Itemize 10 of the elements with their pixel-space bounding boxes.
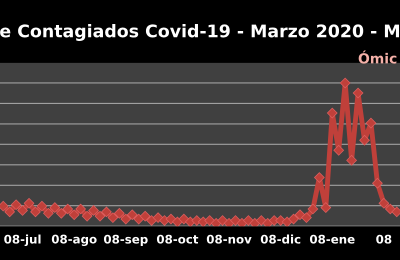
x-tick-label: 08-ene <box>310 234 355 244</box>
chart-title: e Contagiados Covid-19 - Marzo 2020 - M <box>0 24 400 41</box>
x-tick-label: 08-jul <box>4 234 40 246</box>
text: Ómic <box>358 50 396 64</box>
x-tick-label: 08-oct <box>156 234 198 244</box>
x-tick-label: 08-ago <box>52 234 97 246</box>
x-tick-label: 08-sep <box>104 234 148 246</box>
x-tick-label: 08 <box>376 234 392 244</box>
x-tick-label: 08-dic <box>260 234 300 244</box>
x-tick-label: 08-nov <box>206 234 252 244</box>
